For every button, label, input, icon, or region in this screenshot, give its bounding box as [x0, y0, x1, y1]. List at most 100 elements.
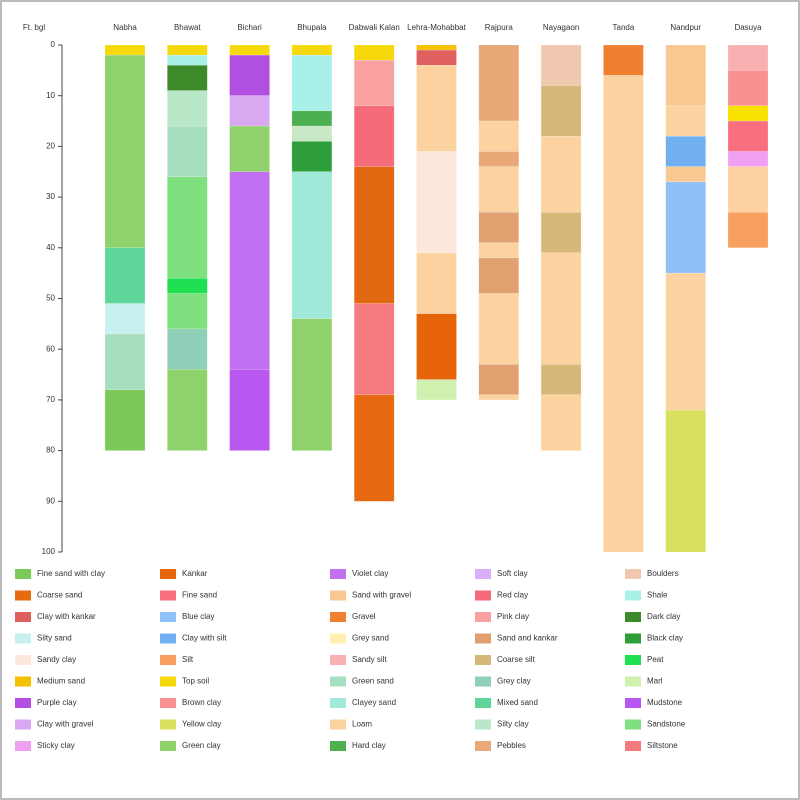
legend-swatch: [330, 590, 346, 601]
legend-swatch: [475, 741, 491, 751]
layer: [353, 44, 395, 61]
legend-label: Medium sand: [37, 677, 85, 686]
layer: [167, 125, 208, 178]
legend-label: Shale: [647, 591, 668, 600]
legend-label: Silty clay: [497, 720, 529, 729]
legend-swatch: [330, 676, 346, 687]
layer: [727, 212, 769, 249]
layer: [416, 151, 457, 254]
legend-label: Silt: [182, 655, 194, 664]
legend-label: Clay with silt: [182, 634, 227, 643]
legend-label: Black clay: [647, 634, 683, 643]
layer: [229, 54, 270, 96]
legend-label: Top soil: [182, 677, 209, 686]
layer: [478, 293, 520, 365]
layer: [167, 44, 208, 56]
layer: [416, 379, 457, 401]
layer: [478, 212, 520, 243]
layer: [665, 409, 706, 553]
y-tick-label: 90: [46, 496, 55, 505]
legend-swatch: [475, 655, 491, 665]
layer: [540, 364, 582, 396]
layer: [104, 247, 146, 304]
legend-swatch: [160, 633, 176, 644]
column-title: Tanda: [613, 23, 635, 32]
legend-label: Hard clay: [352, 741, 386, 750]
layer: [291, 318, 333, 451]
legend-swatch: [160, 698, 176, 708]
column-title: Bhawat: [174, 23, 201, 32]
layer: [727, 105, 769, 122]
legend-swatch: [15, 698, 31, 708]
layer: [353, 105, 395, 167]
layer: [727, 166, 769, 213]
y-tick-label: 60: [46, 344, 55, 353]
layer: [416, 49, 457, 66]
layer: [416, 44, 457, 51]
legend-swatch: [160, 719, 176, 730]
layer: [229, 369, 270, 451]
legend-label: Siltstone: [647, 741, 678, 750]
legend-label: Gravel: [352, 612, 376, 621]
legend-swatch: [625, 698, 641, 708]
legend-swatch: [15, 612, 31, 622]
layer: [229, 95, 270, 127]
legend-swatch: [625, 655, 641, 665]
legend-swatch: [15, 741, 31, 751]
y-tick-label: 50: [46, 294, 55, 303]
column-title: Bichari: [237, 23, 262, 32]
column-title: Dasuya: [734, 23, 762, 32]
legend-swatch: [330, 719, 346, 730]
legend-label: Clayey sand: [352, 698, 396, 707]
legend-label: Pebbles: [497, 741, 526, 750]
legend-swatch: [475, 569, 491, 579]
layer: [167, 277, 208, 294]
y-tick-label: 20: [46, 142, 55, 151]
layer: [167, 369, 208, 451]
legend-swatch: [160, 655, 176, 665]
legend-swatch: [160, 741, 176, 751]
legend-label: Fine sand with clay: [37, 569, 105, 578]
layer: [727, 120, 769, 152]
layer: [353, 166, 395, 304]
legend-label: Peat: [647, 655, 664, 664]
layer: [603, 75, 644, 553]
legend-label: Blue clay: [182, 612, 214, 621]
legend-swatch: [625, 633, 641, 644]
legend-label: Grey sand: [352, 634, 389, 643]
legend-label: Sandstone: [647, 720, 686, 729]
layer: [727, 151, 769, 167]
legend-label: Green clay: [182, 741, 221, 750]
layer: [665, 181, 706, 274]
legend-swatch: [625, 676, 641, 687]
legend-label: Violet clay: [352, 569, 388, 578]
legend-label: Marl: [647, 677, 663, 686]
layer: [104, 54, 146, 249]
legend-label: Mudstone: [647, 698, 683, 707]
layer: [291, 44, 333, 56]
y-tick-label: 100: [42, 547, 56, 556]
legend-swatch: [475, 612, 491, 622]
legend-swatch: [475, 676, 491, 687]
y-tick-label: 30: [46, 192, 55, 201]
layer: [167, 328, 208, 370]
layer: [291, 54, 333, 112]
layer: [540, 252, 582, 365]
layer: [540, 44, 582, 86]
layer: [478, 364, 520, 396]
legend-label: Dark clay: [647, 612, 680, 621]
layer: [167, 176, 208, 279]
layer: [167, 293, 208, 330]
column-title: Lehra-Mohabbat: [407, 23, 466, 32]
layer: [478, 120, 520, 152]
legend-swatch: [15, 633, 31, 644]
layer: [478, 151, 520, 167]
legend-swatch: [625, 612, 641, 622]
layer: [167, 90, 208, 127]
legend-label: Sand with gravel: [352, 591, 411, 600]
layer: [478, 44, 520, 122]
y-tick-label: 70: [46, 395, 55, 404]
legend-label: Loam: [352, 720, 372, 729]
layer: [665, 44, 706, 107]
